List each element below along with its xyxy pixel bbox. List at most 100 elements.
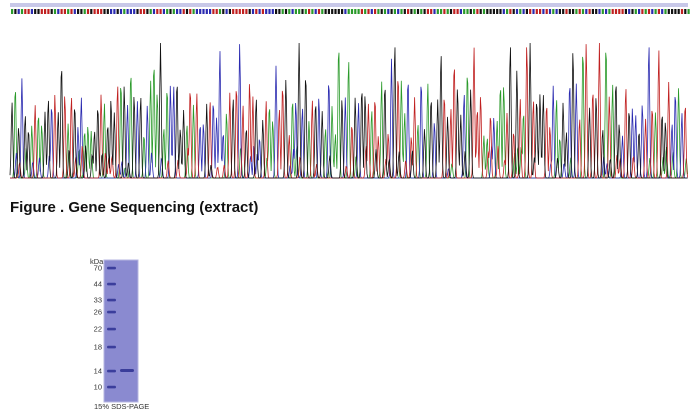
base-call — [44, 9, 47, 14]
base-call — [317, 9, 321, 14]
base-call — [34, 9, 37, 14]
figure-caption: Figure . Gene Sequencing (extract) — [10, 199, 258, 216]
base-call — [189, 9, 192, 14]
base-call — [605, 9, 608, 14]
base-call — [496, 9, 499, 14]
base-call — [585, 9, 588, 14]
base-call — [522, 9, 525, 14]
base-call — [486, 9, 489, 14]
base-call — [360, 9, 363, 14]
marker-label: 26 — [94, 308, 102, 317]
base-call — [146, 9, 149, 14]
base-call — [251, 9, 255, 14]
base-call — [331, 9, 334, 14]
marker-label: 22 — [94, 325, 102, 334]
marker-label: 14 — [94, 367, 102, 376]
base-call — [509, 9, 512, 14]
base-call — [182, 9, 185, 14]
base-call — [440, 9, 443, 14]
marker-band — [107, 266, 116, 270]
base-call — [684, 9, 687, 14]
gel-border — [103, 259, 139, 403]
base-call — [73, 9, 76, 14]
base-call — [205, 9, 208, 14]
base-call — [377, 9, 380, 14]
base-call — [601, 9, 604, 14]
base-call — [20, 9, 24, 14]
base-call — [621, 9, 624, 14]
base-call — [426, 9, 429, 14]
base-call — [152, 9, 156, 14]
base-call — [618, 9, 621, 14]
base-call — [149, 9, 152, 14]
base-call — [529, 9, 532, 14]
base-call — [492, 9, 495, 14]
base-call — [572, 9, 575, 14]
base-call — [383, 9, 387, 14]
base-call — [667, 9, 670, 14]
base-call — [192, 9, 195, 14]
base-call — [321, 9, 324, 14]
base-call — [364, 9, 367, 14]
base-call — [159, 9, 162, 14]
base-call — [90, 9, 93, 14]
base-call — [542, 9, 545, 14]
base-call — [235, 9, 238, 14]
base-call — [410, 9, 413, 14]
base-call — [242, 9, 245, 14]
base-call — [258, 9, 261, 14]
base-call — [255, 9, 258, 14]
base-call — [624, 9, 627, 14]
base-call — [301, 9, 304, 14]
base-call — [525, 9, 528, 14]
base-call — [70, 9, 73, 14]
base-call — [100, 9, 103, 14]
base-call — [169, 9, 172, 14]
base-call — [449, 9, 453, 14]
base-call — [677, 9, 680, 14]
base-call — [575, 9, 578, 14]
base-call — [591, 9, 594, 14]
base-call — [113, 9, 116, 14]
base-call — [166, 9, 169, 14]
base-call — [106, 9, 109, 14]
base-call — [598, 9, 601, 14]
base-call — [446, 9, 449, 14]
base-call — [466, 9, 469, 14]
base-call — [291, 9, 294, 14]
base-call — [674, 9, 677, 14]
base-call — [393, 9, 396, 14]
base-call — [103, 9, 106, 14]
sample-band — [120, 369, 134, 372]
base-call — [123, 9, 126, 14]
base-call — [40, 9, 43, 14]
sequencing-trace — [9, 3, 690, 179]
base-call — [473, 9, 476, 14]
trace-line — [9, 42, 688, 179]
base-call — [558, 9, 561, 14]
gel-footer: 15% SDS-PAGE — [94, 402, 149, 411]
base-call — [548, 9, 552, 14]
gel-unit: kDa — [90, 257, 104, 266]
sequence-bar — [10, 3, 688, 7]
base-call — [337, 9, 340, 14]
base-call — [641, 9, 644, 14]
base-call — [482, 9, 486, 14]
marker-label: 44 — [94, 280, 102, 289]
base-call — [288, 9, 291, 14]
base-call — [334, 9, 337, 14]
base-call — [215, 9, 218, 14]
base-call — [433, 9, 436, 14]
base-call — [614, 9, 618, 14]
base-call — [499, 9, 502, 14]
base-call — [195, 9, 198, 14]
base-call — [453, 9, 456, 14]
base-call — [515, 9, 519, 14]
base-call — [397, 9, 400, 14]
marker-band — [107, 369, 116, 373]
base-call — [212, 9, 215, 14]
base-call — [647, 9, 651, 14]
base-call — [578, 9, 581, 14]
base-call — [459, 9, 462, 14]
base-call — [126, 9, 129, 14]
